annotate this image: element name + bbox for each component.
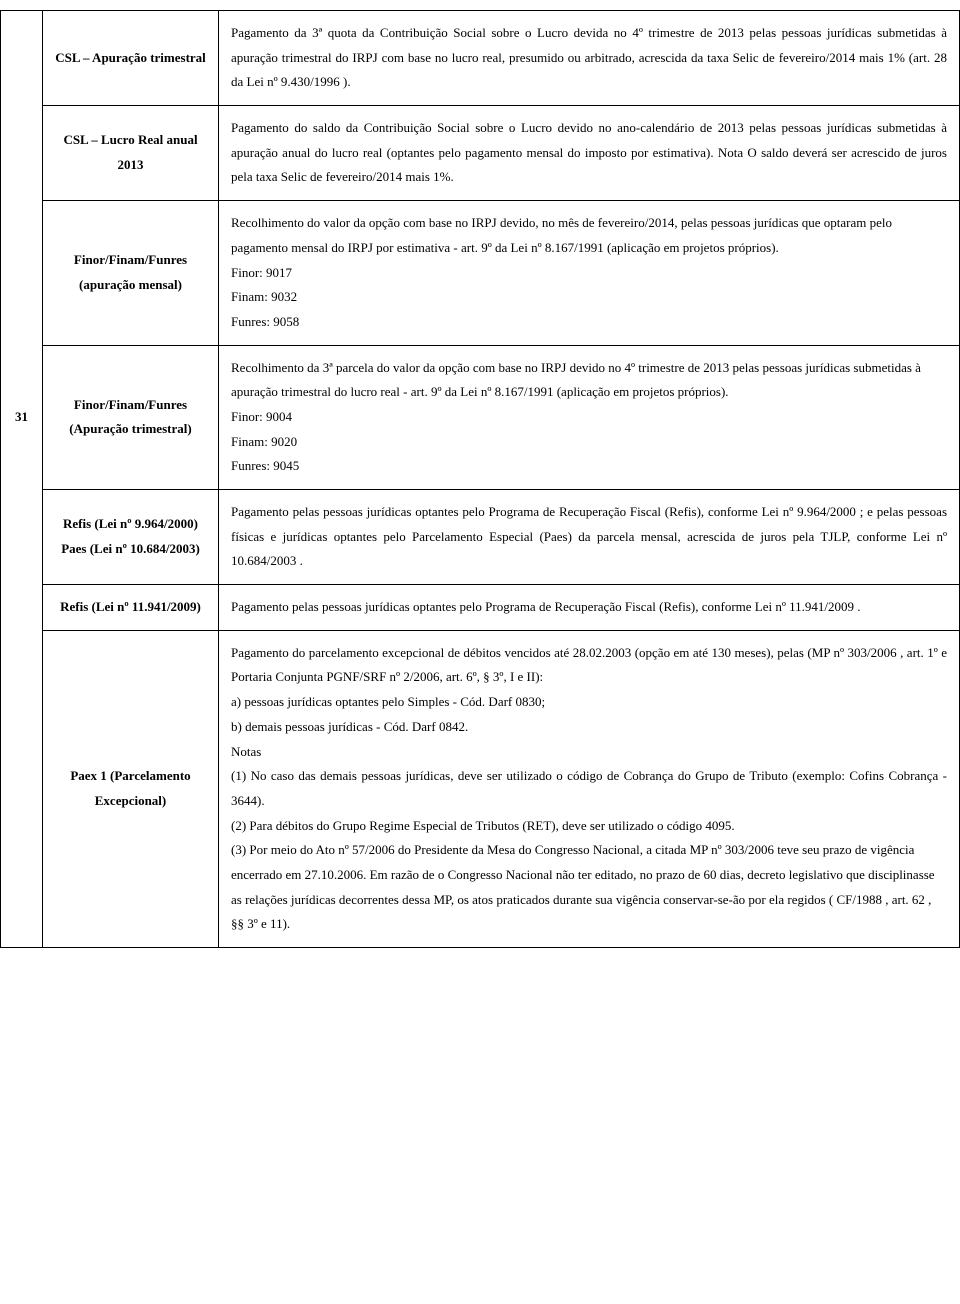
row-desc: Pagamento do parcelamento excepcional de… (219, 630, 960, 947)
row-desc: Pagamento pelas pessoas jurídicas optant… (219, 585, 960, 631)
row-label: Finor/Finam/Funres (Apuração trimestral) (43, 345, 219, 489)
table-row: Refis (Lei nº 11.941/2009) Pagamento pel… (1, 585, 960, 631)
table-row: Finor/Finam/Funres (apuração mensal) Rec… (1, 201, 960, 345)
table-row: CSL – Apuração trimestral Pagamento da 3… (1, 11, 960, 106)
row-desc: Pagamento pelas pessoas jurídicas optant… (219, 490, 960, 585)
row-label: Refis (Lei nº 9.964/2000) Paes (Lei nº 1… (43, 490, 219, 585)
desc-line: Recolhimento do valor da opção com base … (231, 211, 947, 260)
desc-line: Finam: 9032 (231, 285, 947, 310)
desc-line: (1) No caso das demais pessoas jurídicas… (231, 764, 947, 813)
day-spacer (1, 630, 43, 947)
day-spacer (1, 585, 43, 631)
day-spacer (1, 490, 43, 585)
desc-line: Recolhimento da 3ª parcela do valor da o… (231, 356, 947, 405)
row-label: Finor/Finam/Funres (apuração mensal) (43, 201, 219, 345)
day-number: 31 (1, 345, 43, 489)
table-row: 31 Finor/Finam/Funres (Apuração trimestr… (1, 345, 960, 489)
row-desc: Pagamento da 3ª quota da Contribuição So… (219, 11, 960, 106)
desc-line: Funres: 9058 (231, 310, 947, 335)
row-label: Paex 1 (Parcelamento Excepcional) (43, 630, 219, 947)
desc-line: a) pessoas jurídicas optantes pelo Simpl… (231, 690, 947, 715)
desc-line: Notas (231, 740, 947, 765)
desc-line: Pagamento do parcelamento excepcional de… (231, 641, 947, 690)
row-desc: Pagamento do saldo da Contribuição Socia… (219, 106, 960, 201)
row-desc: Recolhimento da 3ª parcela do valor da o… (219, 345, 960, 489)
row-label: Refis (Lei nº 11.941/2009) (43, 585, 219, 631)
desc-line: Finor: 9004 (231, 405, 947, 430)
desc-line: Funres: 9045 (231, 454, 947, 479)
desc-line: Finam: 9020 (231, 430, 947, 455)
day-spacer (1, 201, 43, 345)
desc-line: (3) Por meio do Ato nº 57/2006 do Presid… (231, 838, 947, 937)
desc-line: b) demais pessoas jurídicas - Cód. Darf … (231, 715, 947, 740)
row-label: CSL – Apuração trimestral (43, 11, 219, 106)
desc-line: (2) Para débitos do Grupo Regime Especia… (231, 814, 947, 839)
table-row: Paex 1 (Parcelamento Excepcional) Pagame… (1, 630, 960, 947)
obligations-table: CSL – Apuração trimestral Pagamento da 3… (0, 10, 960, 948)
table-row: Refis (Lei nº 9.964/2000) Paes (Lei nº 1… (1, 490, 960, 585)
table-row: CSL – Lucro Real anual 2013 Pagamento do… (1, 106, 960, 201)
day-spacer (1, 106, 43, 201)
row-desc: Recolhimento do valor da opção com base … (219, 201, 960, 345)
desc-line: Finor: 9017 (231, 261, 947, 286)
row-label: CSL – Lucro Real anual 2013 (43, 106, 219, 201)
day-cell (1, 11, 43, 106)
